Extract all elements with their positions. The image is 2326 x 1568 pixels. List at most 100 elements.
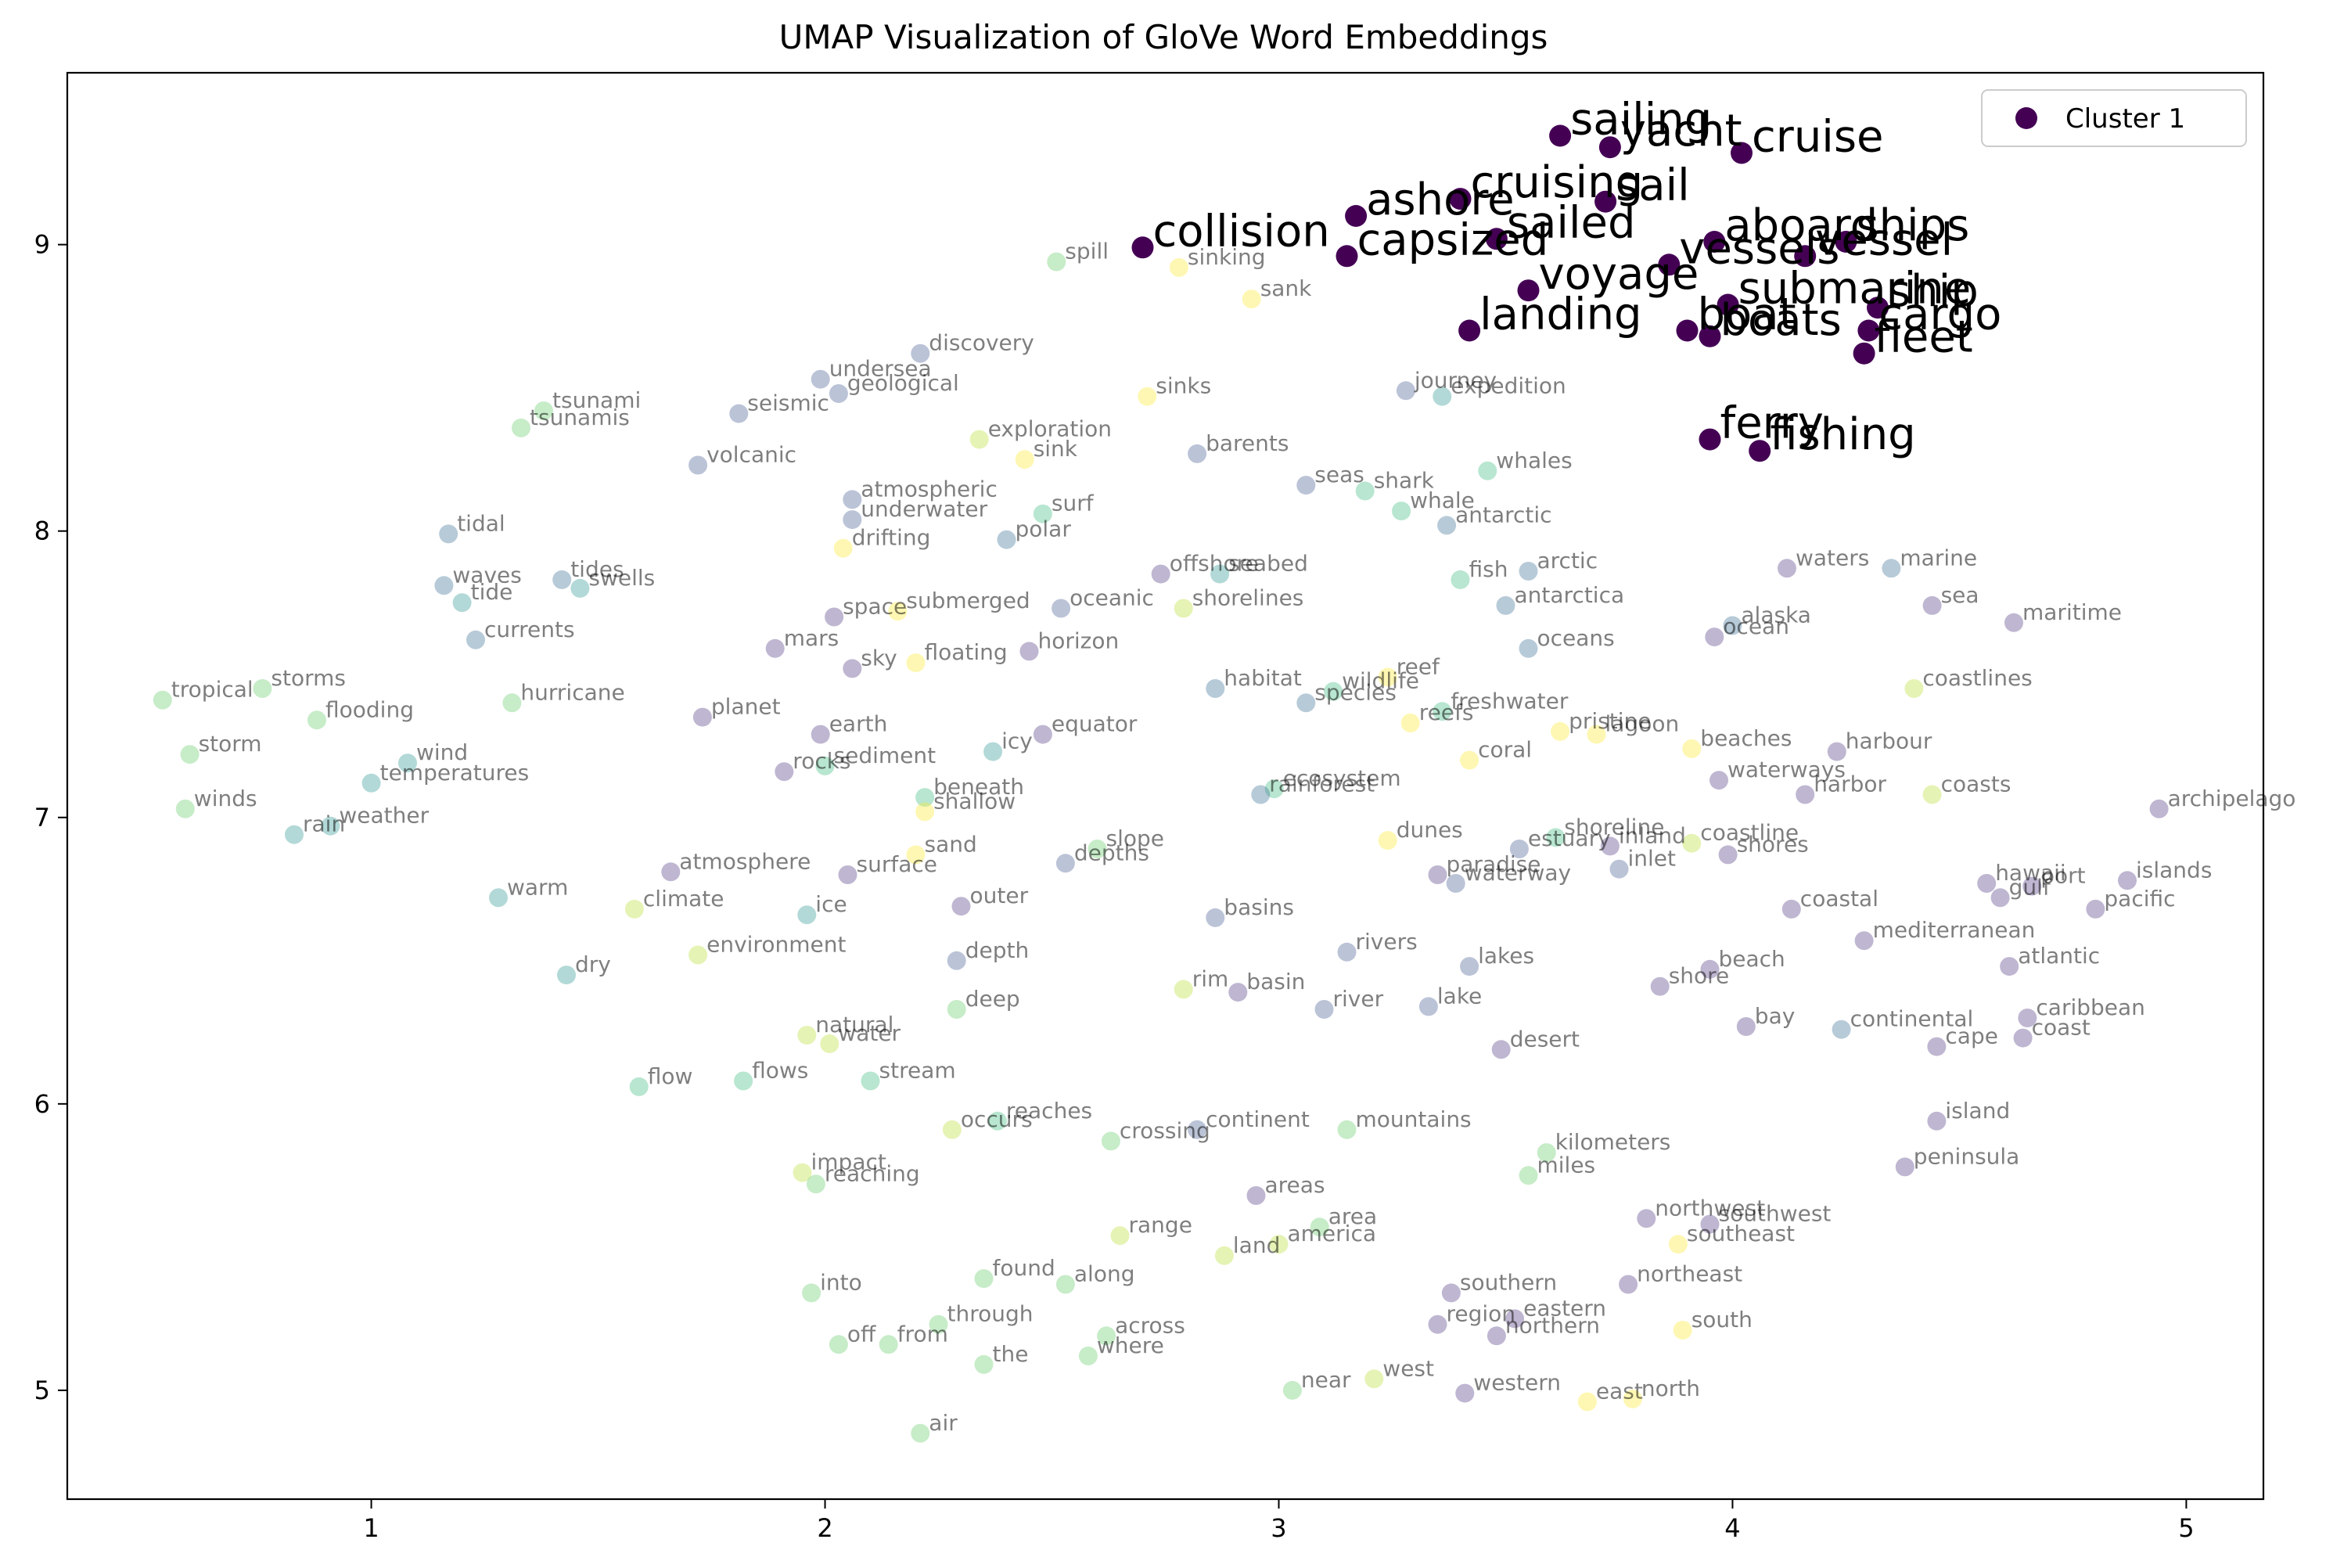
point-coastline <box>1682 833 1702 853</box>
point-land <box>1214 1246 1234 1265</box>
point-swells <box>570 578 590 598</box>
point-label-stream: stream <box>879 1058 956 1084</box>
point-label-polar: polar <box>1016 516 1072 542</box>
point-label-eastern: eastern <box>1523 1295 1606 1321</box>
point-label-beaches: beaches <box>1700 725 1792 751</box>
cluster-label-landing: landing <box>1479 290 1642 340</box>
point-label-east: east <box>1596 1379 1643 1404</box>
point-label-lakes: lakes <box>1478 943 1534 969</box>
cluster-label-fishing: fishing <box>1770 409 1916 460</box>
point-label-storm: storm <box>199 731 262 757</box>
point-northern <box>1487 1326 1506 1346</box>
point-through <box>929 1314 948 1334</box>
point-label-sinking: sinking <box>1188 244 1266 270</box>
point-geological <box>829 384 848 403</box>
point-pacific <box>2086 899 2105 919</box>
cluster-point-fleet <box>1853 342 1875 365</box>
point-label-oceans: oceans <box>1537 625 1615 651</box>
point-offshore <box>1151 564 1170 584</box>
point-label-seismic: seismic <box>747 390 829 416</box>
x-tick-label-1: 1 <box>363 1513 379 1543</box>
point-label-northwest: northwest <box>1655 1195 1765 1221</box>
point-label-coastline: coastline <box>1700 820 1799 846</box>
point-marine <box>1882 559 1901 578</box>
point-sediment <box>815 756 835 775</box>
point-near <box>1282 1380 1302 1400</box>
cluster-label-ashore: ashore <box>1366 174 1515 225</box>
point-icy <box>983 742 1003 761</box>
point-discovery <box>911 343 930 363</box>
point-label-waves: waves <box>452 562 521 588</box>
point-gulf <box>1990 888 2010 908</box>
point-reaching <box>806 1174 825 1194</box>
point-space <box>825 607 844 627</box>
cluster-label-aboard: aboard <box>1724 200 1878 251</box>
point-basins <box>1206 908 1225 927</box>
point-estuary <box>1509 840 1529 858</box>
cluster-label-boat: boat <box>1698 290 1796 340</box>
point-peninsula <box>1895 1157 1914 1177</box>
point-label-sink: sink <box>1034 436 1078 462</box>
point-from <box>879 1335 898 1354</box>
point-tides <box>552 570 572 589</box>
point-shallow <box>915 802 935 822</box>
point-off <box>829 1335 848 1354</box>
point-label-rivers: rivers <box>1356 929 1418 955</box>
point-label-atmosphere: atmosphere <box>679 848 811 874</box>
point-sinks <box>1138 387 1157 406</box>
cluster-label-vessel: vessel <box>1815 214 1953 265</box>
point-label-seabed: seabed <box>1228 551 1308 577</box>
point-south <box>1673 1321 1692 1340</box>
point-label-horizon: horizon <box>1038 628 1120 653</box>
point-label-seas: seas <box>1314 462 1364 487</box>
point-waters <box>1778 559 1796 578</box>
point-label-caribbean: caribbean <box>2036 994 2145 1020</box>
point-continental <box>1832 1020 1851 1039</box>
point-ecosystem <box>1264 779 1284 799</box>
point-occurs <box>942 1120 962 1139</box>
point-alaska <box>1723 616 1742 635</box>
point-label-southwest: southwest <box>1719 1201 1832 1227</box>
point-reef <box>1378 667 1397 687</box>
legend-marker <box>2015 107 2037 129</box>
point-label-dry: dry <box>575 951 611 977</box>
point-region <box>1428 1314 1447 1334</box>
point-label-basins: basins <box>1224 894 1294 920</box>
point-label-drifting: drifting <box>852 525 931 551</box>
point-label-barents: barents <box>1206 430 1289 456</box>
point-underwater <box>843 510 862 530</box>
point-whales <box>1478 461 1497 480</box>
point-label-equator: equator <box>1052 711 1138 737</box>
point-ice <box>797 905 817 925</box>
point-river <box>1314 1000 1334 1019</box>
point-rain <box>285 825 304 844</box>
point-label-coral: coral <box>1478 737 1532 763</box>
point-stream <box>861 1071 880 1091</box>
point-environment <box>688 945 708 965</box>
point-caribbean <box>2018 1009 2037 1027</box>
point-label-waterways: waterways <box>1727 757 1846 782</box>
point-areas <box>1246 1186 1266 1205</box>
point-label-oceanic: oceanic <box>1070 585 1154 611</box>
point-label-exploration: exploration <box>988 416 1112 442</box>
point-label-pristine: pristine <box>1569 708 1651 734</box>
point-basin <box>1228 983 1248 1002</box>
point-crossing <box>1101 1131 1120 1151</box>
point-label-into: into <box>820 1269 862 1295</box>
point-shores <box>1718 845 1738 865</box>
y-tick-label-9: 9 <box>34 230 50 260</box>
point-label-outer: outer <box>970 883 1029 908</box>
cluster-point-vessel <box>1794 245 1817 268</box>
point-dunes <box>1378 831 1397 851</box>
point-label-depth: depth <box>965 937 1030 963</box>
cluster-point-ferry <box>1699 428 1721 451</box>
point-harbor <box>1796 785 1815 804</box>
point-label-flows: flows <box>752 1058 808 1084</box>
point-lake <box>1418 997 1438 1016</box>
point-shark <box>1355 481 1375 501</box>
point-miles <box>1519 1166 1538 1185</box>
point-antarctic <box>1437 516 1457 535</box>
point-floating <box>906 653 926 673</box>
points-layer <box>153 252 2169 1443</box>
point-sky <box>843 659 862 678</box>
